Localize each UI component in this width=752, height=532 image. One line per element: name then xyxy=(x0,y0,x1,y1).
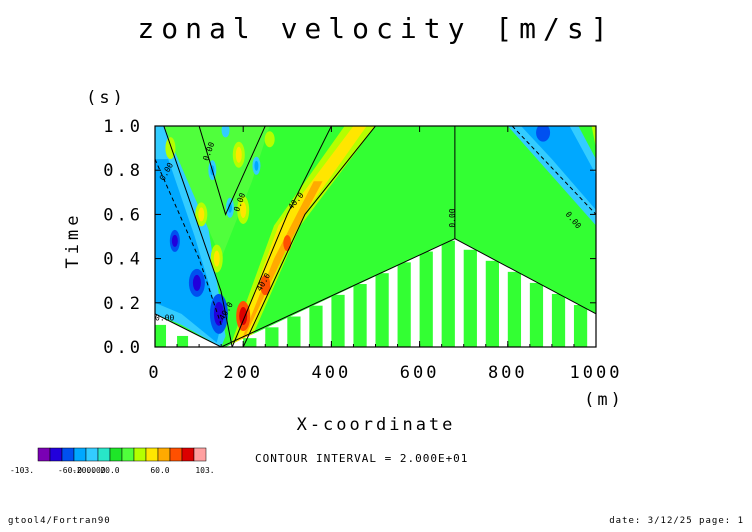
positive-peak xyxy=(239,307,248,326)
contour-line-negative xyxy=(155,158,222,326)
x-tick-label: 1000 xyxy=(570,363,623,383)
grid-step xyxy=(507,271,522,347)
grid-step xyxy=(419,251,433,347)
footer-date: date: 3/12/25 page: 1 xyxy=(609,516,744,526)
positive-blob xyxy=(235,146,242,163)
colorbar-swatch xyxy=(37,447,51,462)
x-axis-unit: (m) xyxy=(584,390,624,410)
y-axis-unit: (s) xyxy=(86,88,126,108)
contour-line xyxy=(242,126,376,347)
x-tick-label: 800 xyxy=(488,363,528,383)
colorbar-label: 103. xyxy=(195,466,214,475)
colorbar-swatch xyxy=(193,447,207,462)
colorbar-swatch xyxy=(97,447,111,462)
y-tick-label: 0.0 xyxy=(103,338,143,358)
contour-label: 0.00 xyxy=(448,208,457,227)
grid-step xyxy=(551,293,566,347)
colorbar-swatch xyxy=(61,447,75,462)
y-tick-label: 0.8 xyxy=(103,161,143,181)
grid-step xyxy=(287,316,301,347)
y-axis-label: Time xyxy=(63,212,83,269)
grid-step xyxy=(463,249,477,347)
negative-band-core xyxy=(155,159,222,343)
grid-step xyxy=(529,282,544,347)
positive-blob xyxy=(264,131,275,148)
grid-step xyxy=(397,262,411,347)
contour-label: 0.00 xyxy=(155,313,174,322)
colorbar-swatch xyxy=(157,447,171,462)
mask-left xyxy=(155,313,596,347)
x-tick-label: 0 xyxy=(148,363,161,383)
colorbar-label: -20.0 xyxy=(72,466,96,475)
y-tick-label: 0.4 xyxy=(103,250,143,270)
colorbar-label: 60.0 xyxy=(150,466,169,475)
grid-step xyxy=(331,294,345,347)
negative-blob xyxy=(221,126,230,138)
x-axis-label: X-coordinate xyxy=(297,415,456,435)
positive-band-peak xyxy=(238,181,323,347)
colorbar-swatch xyxy=(169,447,183,462)
colorbar-swatch xyxy=(181,447,195,462)
colorbar-label: -60.0 xyxy=(58,466,82,475)
grid-step xyxy=(353,284,367,347)
positive-blob xyxy=(213,250,220,267)
grid-step xyxy=(485,260,499,347)
positive-peak xyxy=(260,275,271,296)
negative-blob xyxy=(171,234,178,247)
positive-blob xyxy=(198,207,205,222)
colorbar-swatch xyxy=(109,447,123,462)
grid-step xyxy=(375,273,389,347)
negative-blob xyxy=(213,301,224,326)
grid-step xyxy=(155,324,167,347)
y-tick-label: 0.6 xyxy=(103,205,143,225)
colorbar-label: -103. xyxy=(10,466,34,475)
colorbar-swatch xyxy=(85,447,99,462)
negative-blob xyxy=(227,202,232,213)
footer-software: gtool4/Fortran90 xyxy=(8,516,111,526)
colorbar-swatch xyxy=(145,447,159,462)
x-tick-label: 200 xyxy=(223,363,263,383)
y-tick-label: 1.0 xyxy=(103,117,143,137)
grid-step xyxy=(573,305,588,347)
grid-step xyxy=(309,305,323,347)
colorbar-swatch xyxy=(49,447,63,462)
positive-blob xyxy=(240,201,247,218)
contour-interval: CONTOUR INTERVAL = 2.000E+01 xyxy=(255,452,468,465)
negative-band-right-core xyxy=(521,126,596,210)
positive-corner xyxy=(591,126,596,149)
contour-line-negative xyxy=(511,126,596,215)
grid-step xyxy=(265,327,279,347)
contour-line xyxy=(198,126,266,216)
grid-step xyxy=(441,240,455,347)
negative-blob xyxy=(192,274,201,291)
colorbar-label: 0.00 xyxy=(86,466,105,475)
colorbar-swatch xyxy=(73,447,87,462)
grid-step xyxy=(596,316,609,347)
colorbar-swatch xyxy=(133,447,147,462)
positive-peak xyxy=(283,235,292,252)
colorbar-swatch xyxy=(121,447,135,462)
boundary-line xyxy=(155,238,596,347)
negative-blob xyxy=(536,126,551,142)
axis-ticks: 0 200 400 600 800 1000 0.0 0.2 0.4 0.6 0.8 1.0 xyxy=(103,117,623,383)
colorbar-label: 20.0 xyxy=(100,466,119,475)
contour-line xyxy=(163,126,233,347)
negative-blob xyxy=(254,160,259,171)
chart-title: zonal velocity [m/s] xyxy=(137,12,614,45)
contour-line xyxy=(231,126,332,347)
x-tick-label: 600 xyxy=(400,363,440,383)
x-tick-label: 400 xyxy=(312,363,352,383)
contour-field xyxy=(155,126,609,347)
grid-step xyxy=(243,338,257,347)
grid-step xyxy=(177,335,189,347)
y-tick-label: 0.2 xyxy=(103,294,143,314)
